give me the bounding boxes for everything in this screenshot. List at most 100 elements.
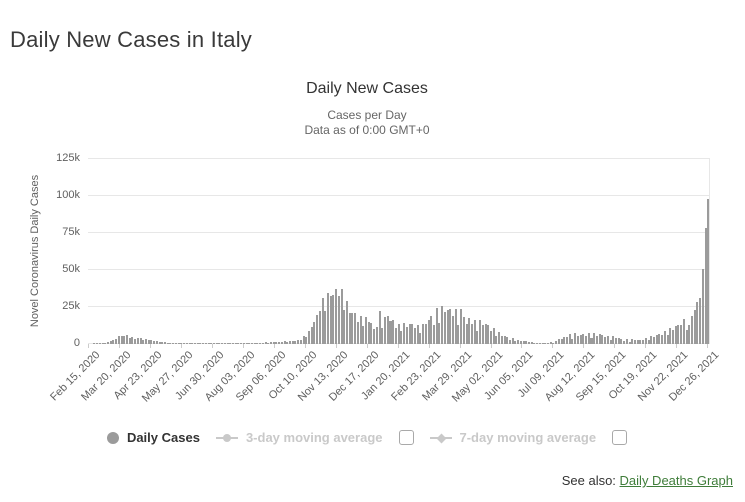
daily-cases-bar[interactable] <box>595 336 598 344</box>
daily-cases-bar[interactable] <box>221 343 224 344</box>
daily-cases-bar[interactable] <box>506 337 509 344</box>
daily-cases-bar[interactable] <box>693 309 696 344</box>
daily-cases-bar[interactable] <box>196 343 199 344</box>
daily-cases-bar[interactable] <box>161 341 164 344</box>
daily-cases-bar[interactable] <box>302 336 305 344</box>
daily-cases-bar[interactable] <box>340 288 343 344</box>
daily-cases-bar[interactable] <box>177 343 180 344</box>
daily-cases-bar[interactable] <box>237 343 240 344</box>
legend-item-3day-moving-average[interactable]: 3-day moving average <box>215 430 383 445</box>
daily-cases-bar[interactable] <box>680 325 683 344</box>
daily-cases-bar[interactable] <box>522 340 525 344</box>
daily-cases-bar[interactable] <box>671 329 674 344</box>
daily-cases-bar[interactable] <box>174 343 177 344</box>
daily-cases-bar[interactable] <box>432 324 435 344</box>
daily-cases-bar[interactable] <box>614 338 617 344</box>
daily-cases-bar[interactable] <box>313 321 316 344</box>
daily-cases-bar[interactable] <box>699 298 702 344</box>
daily-cases-bar[interactable] <box>316 314 319 344</box>
daily-cases-bar[interactable] <box>430 316 433 344</box>
daily-cases-bar[interactable] <box>172 343 175 344</box>
daily-cases-bar[interactable] <box>560 338 563 344</box>
daily-cases-bar[interactable] <box>489 330 492 344</box>
daily-cases-bar[interactable] <box>297 339 300 344</box>
daily-cases-bar[interactable] <box>438 323 441 344</box>
daily-cases-bar[interactable] <box>454 308 457 344</box>
daily-cases-bar[interactable] <box>636 340 639 344</box>
daily-cases-bar[interactable] <box>128 338 131 344</box>
daily-cases-bar[interactable] <box>207 343 210 344</box>
daily-cases-bar[interactable] <box>275 341 278 344</box>
daily-cases-bar[interactable] <box>329 295 332 344</box>
daily-cases-bar[interactable] <box>652 337 655 344</box>
daily-cases-bar[interactable] <box>264 341 267 344</box>
daily-cases-bar[interactable] <box>606 335 609 344</box>
daily-cases-bar[interactable] <box>479 319 482 344</box>
daily-cases-bar[interactable] <box>416 324 419 344</box>
daily-cases-bar[interactable] <box>351 313 354 344</box>
daily-cases-bar[interactable] <box>145 338 148 344</box>
daily-cases-bar[interactable] <box>633 339 636 344</box>
daily-cases-bar[interactable] <box>362 326 365 344</box>
daily-cases-bar[interactable] <box>541 342 544 344</box>
daily-cases-bar[interactable] <box>397 323 400 344</box>
daily-cases-bar[interactable] <box>104 343 107 344</box>
daily-cases-bar[interactable] <box>155 340 158 344</box>
daily-cases-bar[interactable] <box>250 343 253 344</box>
daily-cases-bar[interactable] <box>139 337 142 344</box>
daily-cases-bar[interactable] <box>552 342 555 344</box>
daily-cases-bar[interactable] <box>96 343 99 344</box>
daily-cases-bar[interactable] <box>528 342 531 344</box>
daily-cases-bar[interactable] <box>593 333 596 344</box>
daily-cases-bar[interactable] <box>365 317 368 344</box>
daily-cases-bar[interactable] <box>639 339 642 344</box>
daily-cases-bar[interactable] <box>555 340 558 344</box>
daily-cases-bar[interactable] <box>650 336 653 344</box>
daily-cases-bar[interactable] <box>126 335 129 344</box>
daily-cases-bar[interactable] <box>359 316 362 344</box>
daily-cases-bar[interactable] <box>109 341 112 344</box>
daily-cases-bar[interactable] <box>136 337 139 344</box>
daily-cases-bar[interactable] <box>142 340 145 344</box>
daily-cases-bar[interactable] <box>495 336 498 344</box>
daily-cases-bar[interactable] <box>101 343 104 344</box>
daily-cases-bar[interactable] <box>682 318 685 344</box>
daily-cases-bar[interactable] <box>256 343 259 344</box>
daily-cases-bar[interactable] <box>373 328 376 344</box>
daily-cases-bar[interactable] <box>248 343 251 344</box>
daily-cases-bar[interactable] <box>400 331 403 344</box>
daily-cases-bar[interactable] <box>484 324 487 344</box>
daily-cases-bar[interactable] <box>576 335 579 344</box>
daily-cases-bar[interactable] <box>517 339 520 344</box>
daily-cases-bar[interactable] <box>294 341 297 344</box>
7day-moving-average-checkbox[interactable] <box>612 430 628 445</box>
daily-cases-bar[interactable] <box>204 343 207 344</box>
daily-cases-bar[interactable] <box>441 306 444 344</box>
daily-cases-bar[interactable] <box>183 343 186 344</box>
daily-cases-bar[interactable] <box>212 343 215 344</box>
daily-cases-bar[interactable] <box>367 321 370 344</box>
daily-cases-bar[interactable] <box>261 342 264 344</box>
daily-cases-bar[interactable] <box>202 343 205 344</box>
daily-cases-bar[interactable] <box>647 340 650 344</box>
daily-cases-bar[interactable] <box>123 336 126 344</box>
daily-cases-bar[interactable] <box>451 316 454 344</box>
daily-cases-bar[interactable] <box>623 340 626 344</box>
daily-cases-bar[interactable] <box>164 342 167 344</box>
daily-cases-bar[interactable] <box>547 342 550 344</box>
daily-cases-bar[interactable] <box>598 334 601 344</box>
daily-cases-bar[interactable] <box>291 341 294 344</box>
daily-cases-bar[interactable] <box>356 322 359 344</box>
daily-cases-bar[interactable] <box>585 336 588 344</box>
daily-cases-bar[interactable] <box>617 338 620 344</box>
daily-cases-bar[interactable] <box>269 341 272 344</box>
daily-cases-bar[interactable] <box>563 336 566 344</box>
daily-cases-bar[interactable] <box>370 322 373 344</box>
daily-cases-bar[interactable] <box>305 337 308 344</box>
daily-cases-bar[interactable] <box>470 324 473 344</box>
daily-cases-bar[interactable] <box>117 336 120 344</box>
daily-cases-bar[interactable] <box>120 335 123 344</box>
daily-cases-bar[interactable] <box>112 340 115 344</box>
daily-cases-bar[interactable] <box>185 343 188 344</box>
daily-cases-bar[interactable] <box>696 302 699 344</box>
